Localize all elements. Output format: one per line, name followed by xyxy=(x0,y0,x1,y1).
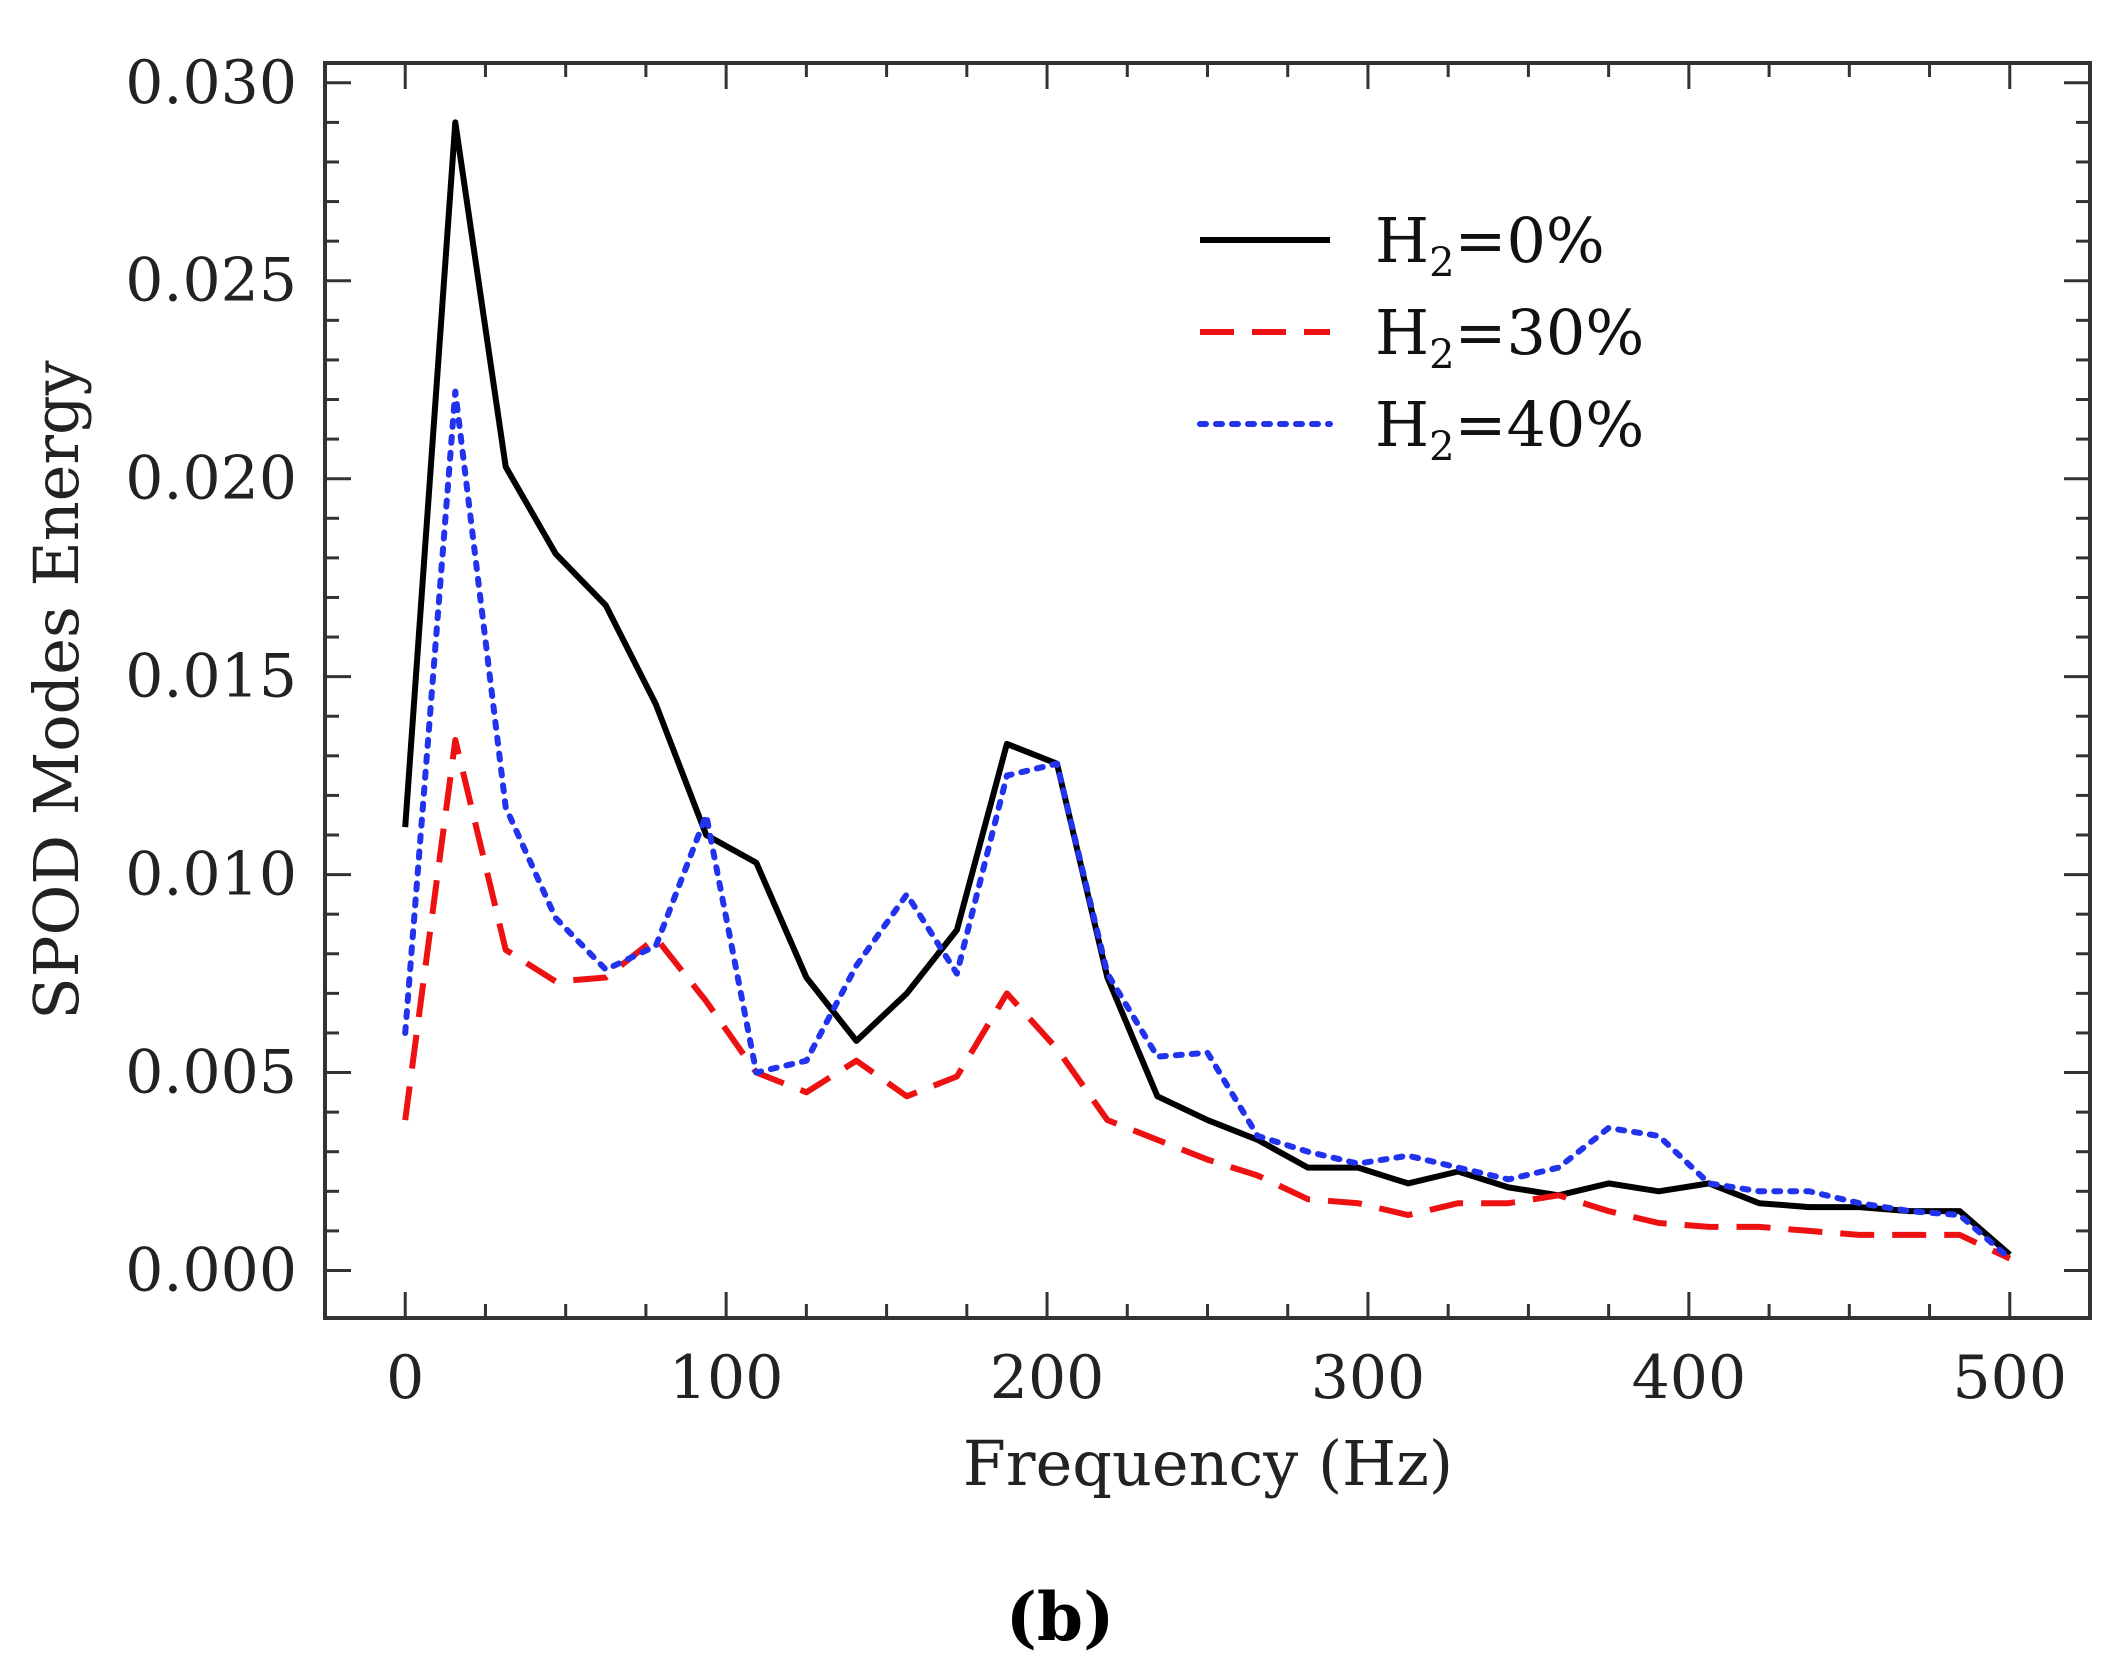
legend-entry-name: H xyxy=(1375,388,1429,461)
series-layer xyxy=(402,119,2013,1262)
y-tick-label: 0.015 xyxy=(125,642,297,712)
legend: H2=0%H2=30%H2=40% xyxy=(1197,204,1644,470)
y-tick-label: 0.030 xyxy=(125,48,297,118)
y-tick-label: 0.005 xyxy=(125,1038,297,1108)
x-axis-label: Frequency (Hz) xyxy=(963,1427,1453,1500)
series-line-2 xyxy=(402,737,2012,1262)
y-axis-label: SPOD Modes Energy xyxy=(20,360,93,1019)
legend-entry-1: H2=0% xyxy=(1375,204,1605,286)
x-tick-label: 500 xyxy=(1953,1343,2068,1413)
legend-entry-subscript: 2 xyxy=(1429,332,1454,378)
legend-entry-subscript: 2 xyxy=(1429,424,1454,470)
legend-entry-subscript: 2 xyxy=(1429,240,1454,286)
legend-entry-suffix: =30% xyxy=(1455,296,1645,369)
x-tick-label: 100 xyxy=(669,1343,784,1413)
legend-entry-name: H xyxy=(1375,296,1429,369)
y-tick-label: 0.020 xyxy=(125,444,297,514)
plot-area xyxy=(323,61,2092,1320)
x-tick-label: 300 xyxy=(1311,1343,1426,1413)
panel-label: (b) xyxy=(1006,1578,1115,1656)
x-tick-label: 200 xyxy=(990,1343,1105,1413)
y-tick-label: 0.010 xyxy=(125,840,297,910)
legend-entry-suffix: =0% xyxy=(1455,204,1605,277)
series-line-1 xyxy=(402,119,2012,1257)
legend-entry-2: H2=30% xyxy=(1375,296,1644,378)
series-line-3 xyxy=(402,388,2013,1262)
legend-entry-suffix: =40% xyxy=(1455,388,1645,461)
axis-ticks: 0 100 200 300 400 500 0.000 0.005 0.010 0.015 0.02… xyxy=(125,48,2090,1413)
legend-entry-3: H2=40% xyxy=(1375,388,1644,470)
y-tick-label: 0.000 xyxy=(125,1235,297,1305)
x-tick-label: 400 xyxy=(1632,1343,1747,1413)
y-tick-label: 0.025 xyxy=(125,246,297,316)
x-tick-label: 0 xyxy=(386,1343,424,1413)
legend-entry-name: H xyxy=(1375,204,1429,277)
